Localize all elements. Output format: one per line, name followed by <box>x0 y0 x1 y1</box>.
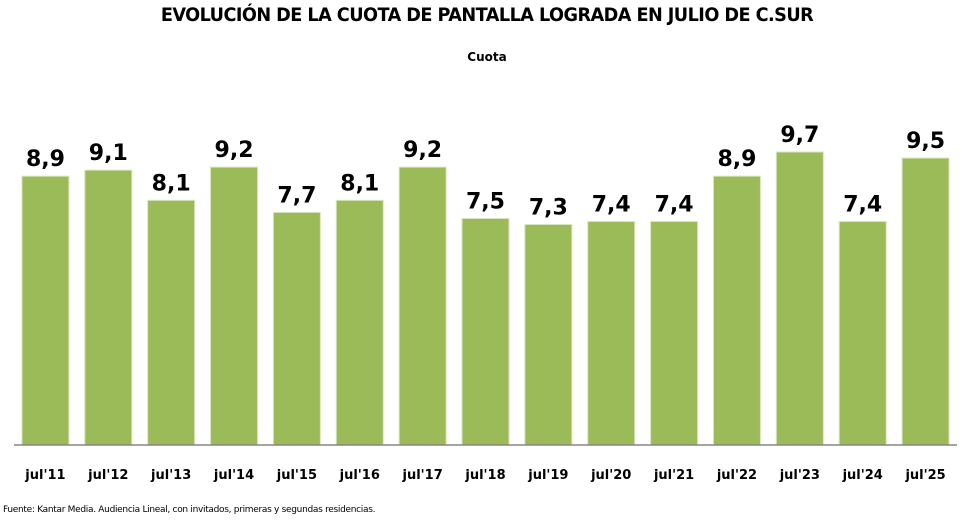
value-label-jul25: 9,5 <box>906 129 945 154</box>
value-label-jul18: 7,5 <box>466 189 505 214</box>
x-tick-label: jul'11 <box>24 468 65 483</box>
bar-jul20 <box>587 220 636 446</box>
bar-jul16 <box>335 199 384 446</box>
value-label-jul23: 9,7 <box>780 123 819 148</box>
value-label-jul16: 8,1 <box>340 171 379 196</box>
bar-jul12 <box>84 169 133 446</box>
chart-subtitle: Cuota <box>467 50 507 64</box>
x-tick-label: jul'24 <box>842 468 883 483</box>
chart-title: EVOLUCIÓN DE LA CUOTA DE PANTALLA LOGRAD… <box>160 4 814 26</box>
value-label-jul17: 9,2 <box>403 138 442 163</box>
bar-jul22 <box>712 175 761 446</box>
x-tick-label: jul'19 <box>527 468 568 483</box>
x-tick-label: jul'23 <box>779 468 820 483</box>
value-label-jul15: 7,7 <box>277 183 316 208</box>
x-tick-label: jul'17 <box>402 468 443 483</box>
x-tick-label: jul'21 <box>653 468 694 483</box>
value-label-jul20: 7,4 <box>592 192 631 217</box>
x-tick-label: jul'12 <box>87 468 128 483</box>
x-tick-label: jul'25 <box>904 468 945 483</box>
x-tick-label: jul'16 <box>339 468 380 483</box>
x-tick-label: jul'22 <box>716 468 757 483</box>
value-label-jul19: 7,3 <box>529 195 568 220</box>
source-note: Fuente: Kantar Media. Audiencia Lineal, … <box>3 505 376 515</box>
bar-jul23 <box>775 151 824 446</box>
bar-jul19 <box>524 223 573 446</box>
value-label-jul21: 7,4 <box>655 192 694 217</box>
bar-jul21 <box>650 220 699 446</box>
bar-jul13 <box>147 199 196 446</box>
bar-jul24 <box>838 220 887 446</box>
bars-group <box>21 151 950 446</box>
bar-jul17 <box>398 166 447 446</box>
value-label-jul11: 8,9 <box>26 147 65 172</box>
x-tick-label: jul'13 <box>150 468 191 483</box>
value-label-jul13: 8,1 <box>152 171 191 196</box>
x-tick-label: jul'15 <box>276 468 317 483</box>
value-label-jul24: 7,4 <box>843 192 882 217</box>
bar-jul15 <box>272 211 321 446</box>
value-label-jul14: 9,2 <box>215 138 254 163</box>
bar-jul18 <box>461 217 510 446</box>
x-tick-labels-group: jul'11 jul'12 jul'13 jul'14 jul'15 jul'16 jul'… <box>24 468 945 483</box>
value-labels-group: 8,9 9,1 8,1 9,2 7,7 8,1 9,2 7,5 7,3 7,4 7,4 8,9 9,7 7… <box>26 123 945 220</box>
bar-jul14 <box>210 166 259 446</box>
value-label-jul12: 9,1 <box>89 141 128 166</box>
value-label-jul22: 8,9 <box>717 147 756 172</box>
x-tick-label: jul'18 <box>464 468 505 483</box>
x-tick-label: jul'14 <box>213 468 254 483</box>
bar-jul11 <box>21 175 70 446</box>
bar-jul25 <box>901 157 950 446</box>
x-tick-label: jul'20 <box>590 468 631 483</box>
